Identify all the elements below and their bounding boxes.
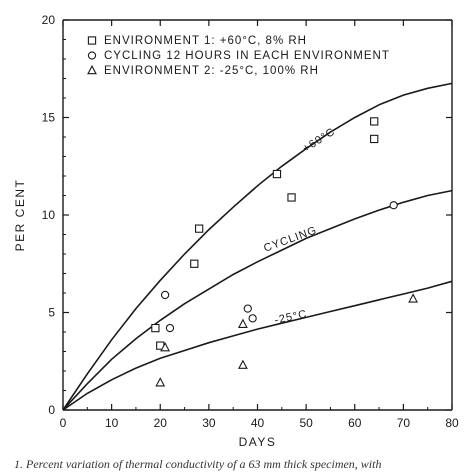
x-tick-label: 10 xyxy=(105,416,119,430)
y-axis-title: PER CENT xyxy=(13,179,27,252)
x-ticks: 0 10 20 30 40 50 60 70 80 xyxy=(60,20,459,430)
x-tick-label: 60 xyxy=(348,416,362,430)
triangle-point xyxy=(238,359,248,369)
circle-point xyxy=(165,323,175,333)
curve-label-0: +60°C xyxy=(301,126,338,155)
legend-label-0: ENVIRONMENT 1: +60°C, 8% RH xyxy=(104,35,307,47)
x-axis-title: DAYS xyxy=(239,435,277,449)
y-ticks: 0 5 10 15 20 xyxy=(42,13,452,417)
y-tick-label: 15 xyxy=(42,111,56,125)
square-point xyxy=(272,169,282,179)
legend-marker-triangle xyxy=(87,64,97,75)
y-tick-label: 5 xyxy=(48,306,55,320)
legend-marker-square xyxy=(87,36,97,45)
figure-caption: 1. Percent variation of thermal conducti… xyxy=(14,457,381,471)
square-point xyxy=(370,117,379,126)
y-tick-label: 20 xyxy=(42,13,56,27)
legend-label-2: ENVIRONMENT 2: -25°C, 100% RH xyxy=(104,65,319,77)
circle-point xyxy=(243,304,252,313)
x-tick-label: 40 xyxy=(251,416,265,430)
x-tick-label: 20 xyxy=(154,416,168,430)
y-tick-label: 10 xyxy=(42,208,56,222)
x-tick-label: 50 xyxy=(299,416,313,430)
curve-label-1: CYCLING xyxy=(262,224,319,254)
x-tick-label: 30 xyxy=(202,416,216,430)
data-points xyxy=(151,117,419,387)
square-point xyxy=(370,134,379,144)
curve-label-2: -25°C xyxy=(273,308,308,327)
x-tick-label: 80 xyxy=(445,416,459,430)
x-tick-label: 0 xyxy=(60,416,67,430)
y-tick-label: 0 xyxy=(48,403,55,417)
legend: ENVIRONMENT 1: +60°C, 8% RH CYCLING 12 HO… xyxy=(87,35,390,77)
fitted-curve-1 xyxy=(62,189,453,411)
triangle-point xyxy=(160,342,171,352)
triangle-point xyxy=(238,318,248,328)
square-point xyxy=(287,193,296,202)
fitted-curve-0 xyxy=(62,82,453,411)
curve-labels: +60°C CYCLING -25°C xyxy=(262,126,337,327)
circle-point xyxy=(389,201,398,210)
circle-point xyxy=(248,314,257,323)
x-tick-label: 70 xyxy=(397,416,411,430)
fitted-curve-2 xyxy=(62,280,453,411)
fitted-curves xyxy=(62,82,453,411)
square-point xyxy=(190,259,199,268)
triangle-point xyxy=(155,377,166,387)
legend-label-1: CYCLING 12 HOURS IN EACH ENVIRONMENT xyxy=(104,50,390,62)
square-point xyxy=(151,323,160,333)
square-point xyxy=(195,224,204,233)
triangle-point xyxy=(408,293,419,303)
circle-point xyxy=(160,290,170,300)
legend-marker-circle xyxy=(87,51,97,60)
